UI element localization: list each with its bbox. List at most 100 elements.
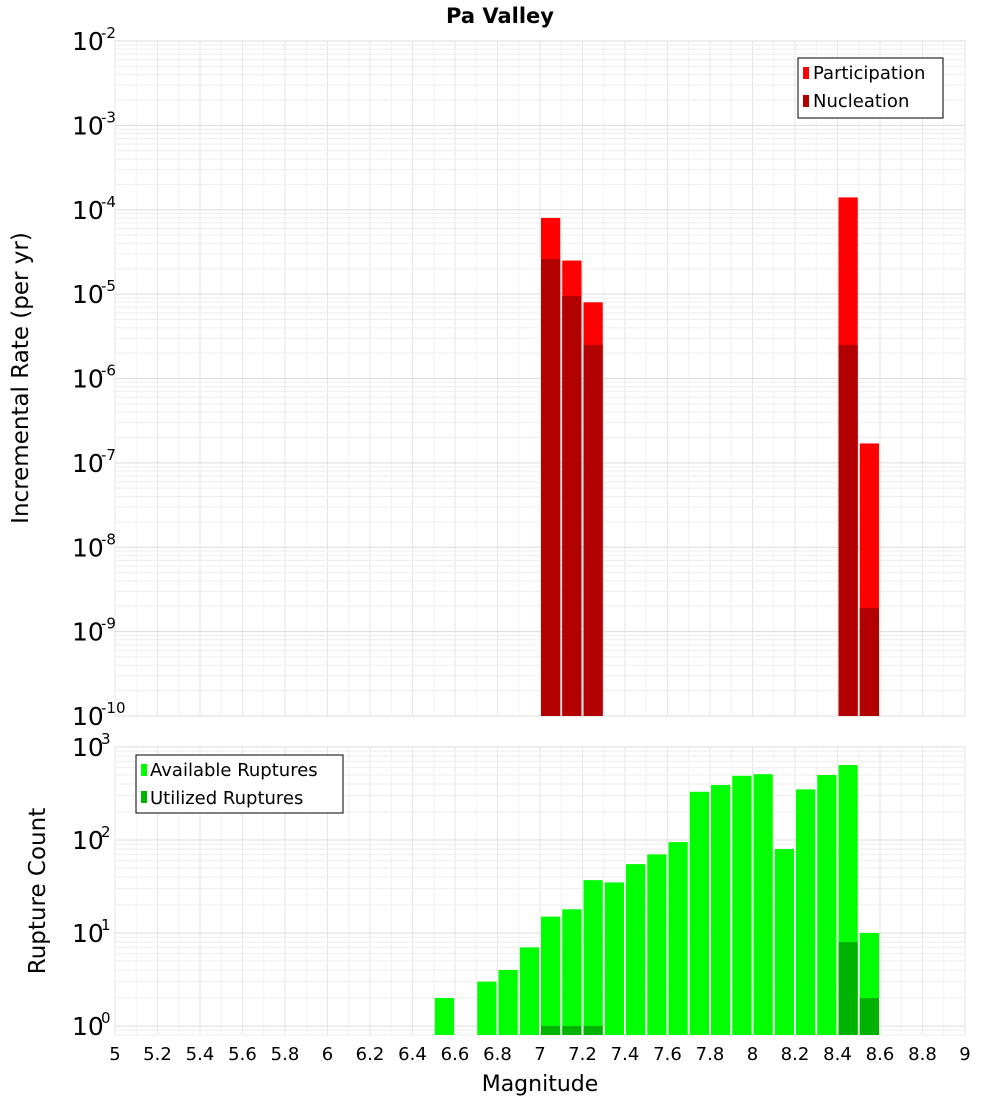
x-tick-label: 5	[109, 1044, 120, 1065]
svg-text:10: 10	[72, 27, 104, 56]
legend-utilized-swatch	[141, 791, 147, 803]
x-tick-label: 6.4	[398, 1044, 427, 1065]
x-tick-label: 7.8	[696, 1044, 725, 1065]
x-tick-label: 5.2	[143, 1044, 172, 1065]
bottom-bar-available-ruptures	[541, 916, 561, 1035]
bottom-bar-available-ruptures	[519, 947, 539, 1035]
bottom-bar-available-ruptures	[647, 854, 667, 1035]
bottom-bar-available-ruptures	[774, 849, 794, 1035]
x-tick-label: 7	[534, 1044, 545, 1065]
svg-text:10: 10	[72, 196, 104, 225]
svg-text:10: 10	[72, 111, 104, 140]
legend-utilized-label: Utilized Ruptures	[150, 788, 303, 809]
svg-text:-5: -5	[101, 277, 116, 295]
chart-title: Pa Valley	[446, 4, 554, 28]
top-y-tick-label: 10-6	[72, 362, 116, 394]
svg-text:0: 0	[101, 1009, 111, 1027]
top-y-tick-label: 10-9	[72, 615, 116, 647]
svg-text:-3: -3	[101, 108, 116, 126]
x-axis-label: Magnitude	[482, 1072, 599, 1097]
x-tick-label: 8.8	[908, 1044, 937, 1065]
top-legend: Participation Nucleation	[797, 57, 944, 119]
bottom-bar-utilized-ruptures	[859, 997, 879, 1035]
top-y-tick-label: 10-3	[72, 108, 116, 140]
bottom-bar-available-ruptures	[434, 997, 454, 1035]
x-tick-label: 6.8	[483, 1044, 512, 1065]
bottom-bar-available-ruptures	[817, 774, 837, 1035]
svg-text:-10: -10	[101, 699, 126, 717]
legend-nucleation-swatch	[803, 95, 809, 107]
bottom-bar-available-ruptures	[796, 789, 816, 1035]
bottom-bar-available-ruptures	[626, 864, 646, 1035]
bottom-y-tick-label: 102	[72, 823, 111, 855]
top-y-axis-label: Incremental Rate (per yr)	[8, 232, 34, 524]
bottom-bar-utilized-ruptures	[562, 1025, 582, 1035]
x-tick-label: 7.6	[653, 1044, 682, 1065]
bottom-bar-available-ruptures	[668, 842, 688, 1035]
top-y-tick-label: 10-5	[72, 277, 116, 309]
x-tick-label: 6	[322, 1044, 333, 1065]
x-tick-label: 5.6	[228, 1044, 257, 1065]
x-tick-label: 8.4	[823, 1044, 852, 1065]
legend-available-label: Available Ruptures	[150, 760, 318, 781]
bottom-legend-box	[135, 754, 344, 814]
bottom-bars	[434, 765, 879, 1035]
bottom-bar-available-ruptures	[604, 882, 624, 1035]
x-tick-label: 7.4	[611, 1044, 640, 1065]
top-bars	[541, 197, 879, 717]
svg-text:-4: -4	[101, 193, 116, 211]
svg-text:10: 10	[72, 533, 104, 562]
svg-text:10: 10	[72, 826, 104, 855]
legend-nucleation-label: Nucleation	[813, 91, 909, 112]
top-y-tick-label: 10-4	[72, 193, 116, 225]
bottom-bar-available-ruptures	[583, 880, 603, 1035]
bottom-bar-utilized-ruptures	[583, 1025, 603, 1035]
bottom-bar-available-ruptures	[562, 909, 582, 1035]
svg-text:1: 1	[101, 916, 111, 934]
x-tick-label: 8.2	[781, 1044, 810, 1065]
top-y-tick-label: 10-8	[72, 530, 116, 562]
legend-available-swatch	[141, 764, 147, 776]
svg-text:10: 10	[72, 1012, 104, 1041]
x-tick-label: 6.2	[356, 1044, 385, 1065]
x-tick-label: 8	[747, 1044, 758, 1065]
x-tick-label: 9	[959, 1044, 970, 1065]
top-y-tick-label: 10-2	[72, 24, 116, 56]
top-bar-nucleation	[583, 344, 603, 716]
legend-participation-label: Participation	[813, 63, 925, 84]
top-bar-nucleation	[562, 296, 582, 716]
top-bar-nucleation	[838, 344, 858, 716]
x-tick-label: 7.2	[568, 1044, 597, 1065]
top-y-tick-label: 10-7	[72, 446, 116, 478]
top-bar-nucleation	[541, 259, 561, 716]
svg-text:10: 10	[72, 280, 104, 309]
svg-text:-2: -2	[101, 24, 116, 42]
bottom-y-tick-label: 101	[72, 916, 111, 948]
svg-text:-6: -6	[101, 362, 116, 380]
bottom-y-tick-label: 100	[72, 1009, 111, 1041]
x-tick-label: 6.6	[441, 1044, 470, 1065]
bottom-bar-available-ruptures	[689, 791, 709, 1035]
legend-participation-swatch	[803, 67, 809, 79]
svg-text:-8: -8	[101, 530, 116, 548]
bottom-bar-utilized-ruptures	[541, 1025, 561, 1035]
svg-text:2: 2	[101, 823, 111, 841]
svg-text:10: 10	[72, 733, 104, 762]
bottom-bar-available-ruptures	[753, 774, 773, 1035]
x-tick-label: 5.4	[186, 1044, 215, 1065]
top-legend-box	[797, 57, 944, 119]
x-tick-label: 5.8	[271, 1044, 300, 1065]
x-tick-labels: 5 5.2 5.4 5.6 5.8 6 6.2 6.4 6.6 6.8 7 7.2 7.4 7.6 7.8 8…	[109, 1044, 970, 1065]
bottom-bar-available-ruptures	[498, 969, 518, 1035]
top-grid	[114, 40, 966, 717]
top-bar-nucleation	[859, 608, 879, 716]
svg-text:10: 10	[72, 919, 104, 948]
svg-text:10: 10	[72, 702, 104, 731]
bottom-y-tick-label: 103	[72, 730, 111, 762]
svg-text:10: 10	[72, 365, 104, 394]
